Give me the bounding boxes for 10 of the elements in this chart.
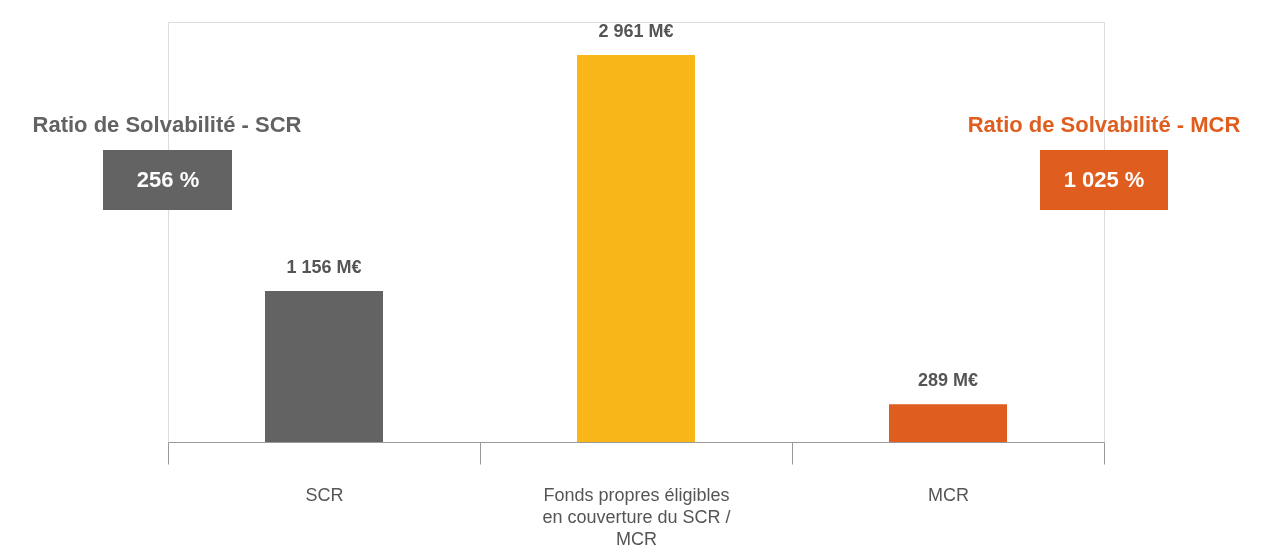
annotation: Ratio de Solvabilité - SCR [32, 112, 302, 137]
x-tick-label: SCR [305, 484, 344, 505]
annotation: 1 025 % [1063, 167, 1145, 192]
data-label: 2 961 M€ [598, 21, 674, 41]
annotation: Ratio de Solvabilité - MCR [967, 112, 1241, 137]
data-label: 1 156 M€ [286, 256, 362, 277]
data-label: 289 M€ [917, 370, 979, 391]
x-tick-label: MCR [928, 484, 969, 505]
annotation: 256 % [136, 167, 200, 192]
x-tick-label: Fonds propres éligibles en couverture du SCR / MCR [542, 484, 731, 549]
